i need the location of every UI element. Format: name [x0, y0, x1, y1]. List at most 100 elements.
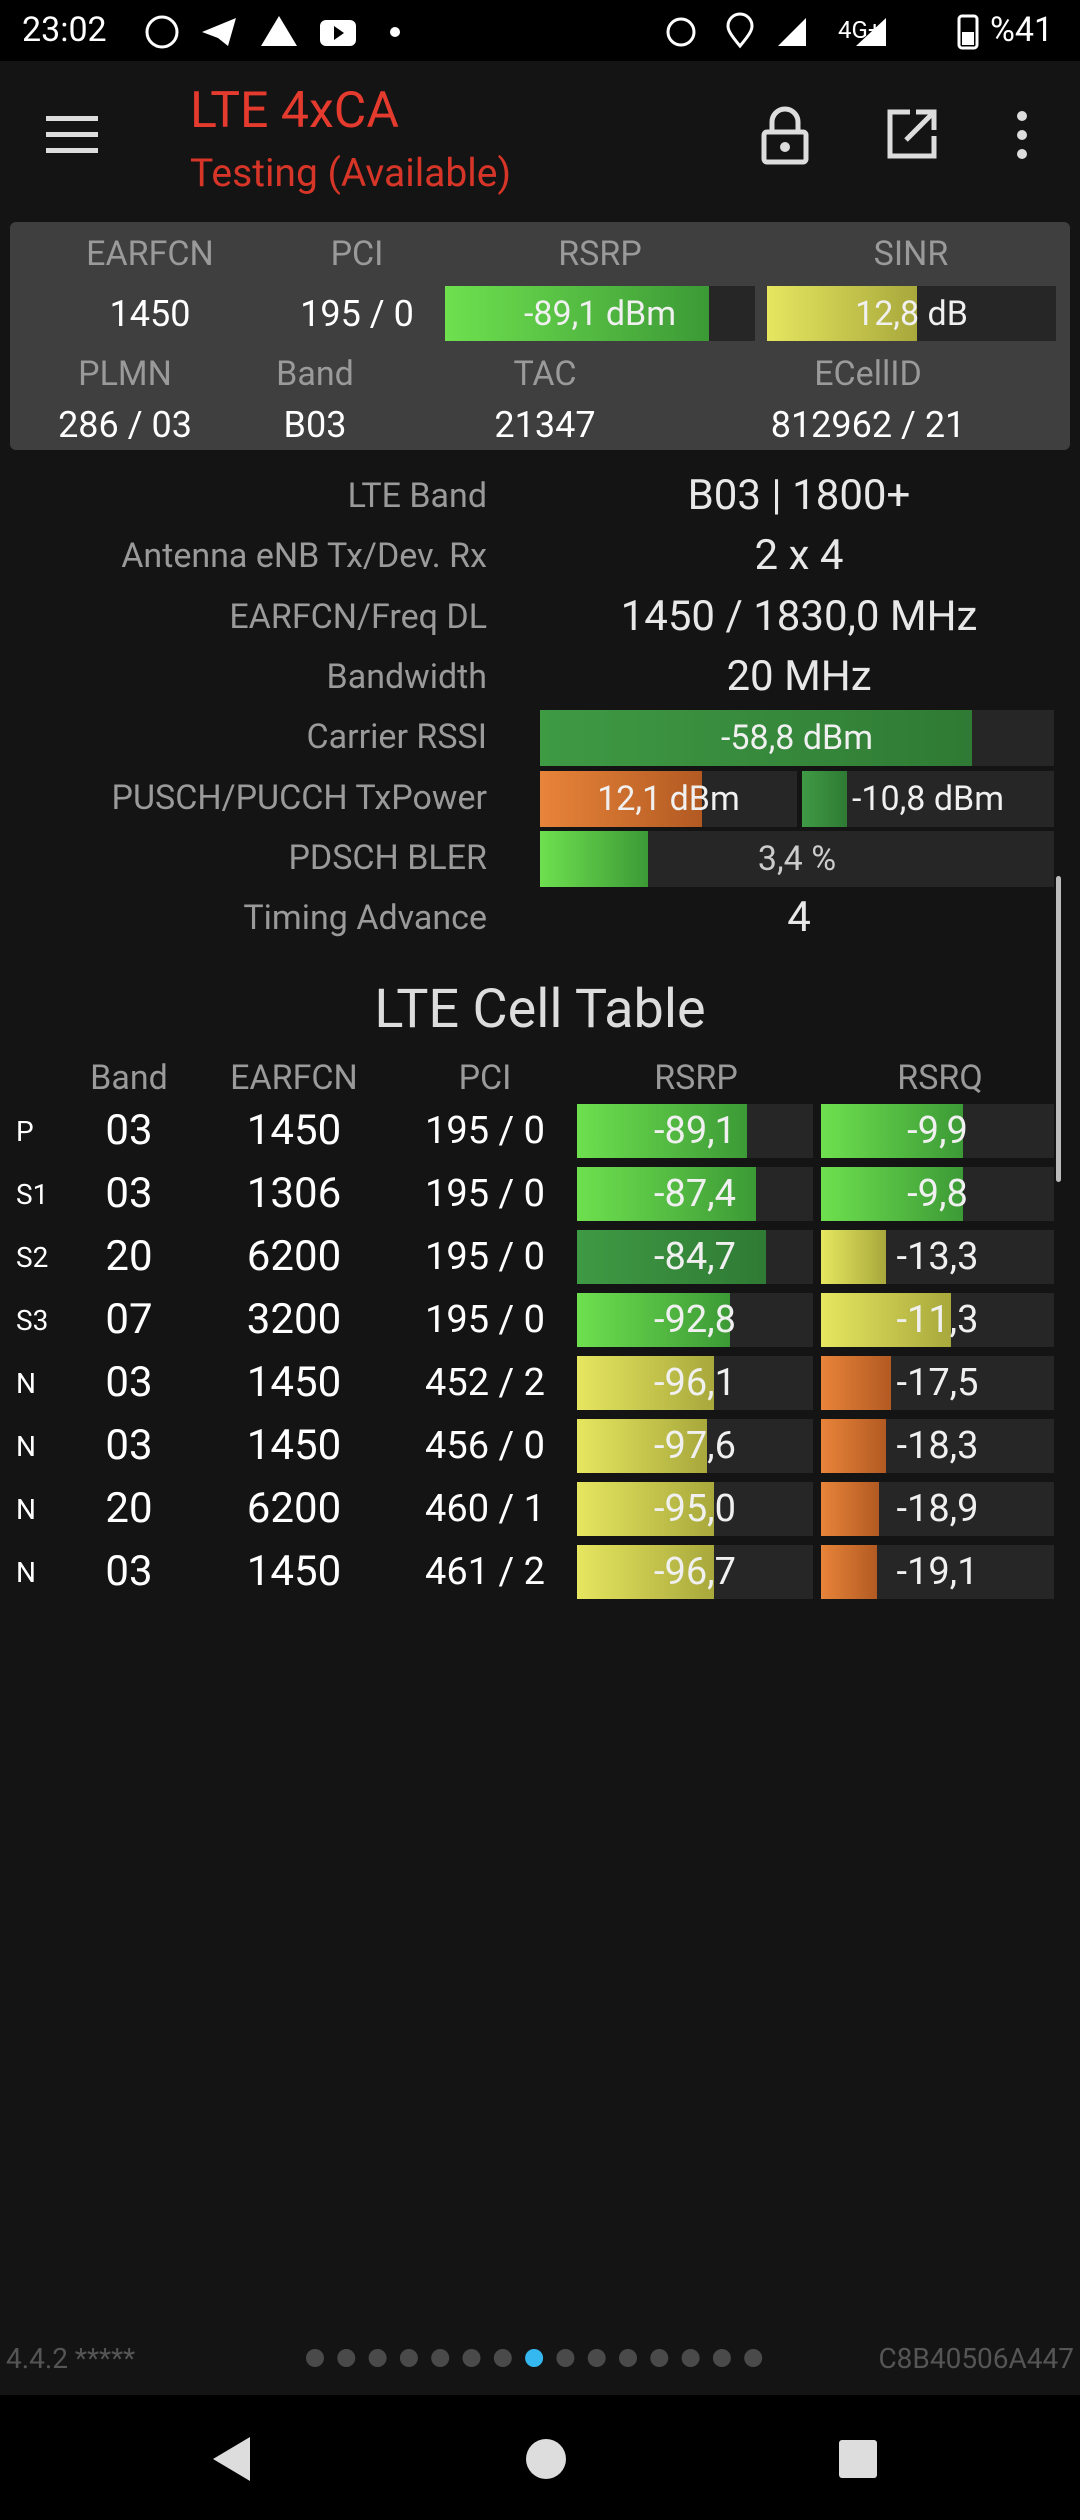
cell-earfcn: 6200	[246, 1232, 342, 1281]
bar-fill	[577, 1104, 747, 1158]
bar-fill	[821, 1545, 877, 1599]
lock-button[interactable]	[760, 104, 810, 166]
bar-fill	[577, 1167, 757, 1221]
cell-rsrp: -97,6	[653, 1424, 737, 1468]
bar-fill	[577, 1293, 731, 1347]
cell-earfcn: 1450	[246, 1547, 342, 1596]
detail-bar: -10,8 dBm	[802, 770, 1054, 827]
cell-table-title: LTE Cell Table	[374, 978, 706, 1041]
cell-earfcn: 6200	[246, 1484, 342, 1533]
navigation-buttons	[213, 2437, 877, 2481]
battery-level: %41	[990, 10, 1054, 50]
page-dot[interactable]	[587, 2349, 606, 2367]
bar-fill	[821, 1293, 952, 1347]
bar-fill	[540, 770, 702, 827]
cell-pci: 460 / 1	[425, 1487, 545, 1531]
cell-type: N	[16, 1493, 36, 1526]
recents-button[interactable]	[839, 2440, 877, 2478]
column-header: EARFCN	[230, 1058, 358, 1098]
page-dot[interactable]	[712, 2349, 731, 2367]
notification-icons	[145, 15, 400, 49]
page-dot[interactable]	[337, 2349, 356, 2367]
device-id: C8B40506A447	[878, 2342, 1074, 2375]
cell-type: N	[16, 1430, 36, 1463]
page-dot[interactable]	[462, 2349, 481, 2367]
cell-rsrp: -92,8	[653, 1298, 737, 1342]
detail-bar: 12,1 dBm	[540, 770, 797, 827]
cell-rsrp-bar: -92,8	[577, 1293, 813, 1347]
status-bar	[0, 0, 1080, 61]
clock: 23:02	[22, 10, 107, 50]
menu-button[interactable]	[46, 114, 100, 154]
detail-value: -10,8 dBm	[851, 778, 1005, 819]
cell-earfcn: 1450	[246, 1358, 342, 1407]
bar-fill	[802, 770, 848, 827]
summary-header: SINR	[873, 234, 949, 274]
detail-value: 20 MHz	[726, 651, 872, 701]
app-title: LTE 4xCA	[190, 82, 399, 140]
cell-rsrq: -17,5	[896, 1361, 979, 1405]
cell-rsrp: -84,7	[653, 1235, 737, 1279]
cell-pci: 452 / 2	[425, 1361, 545, 1405]
bar-fill	[577, 1230, 766, 1284]
bar-fill	[821, 1104, 964, 1158]
summary-value: 195 / 0	[300, 293, 414, 335]
cell-earfcn: 1450	[246, 1421, 342, 1470]
cell-band: 03	[105, 1421, 153, 1470]
page-dot[interactable]	[650, 2349, 669, 2367]
bar-fill	[540, 830, 648, 887]
sinr-bar: 12,8 dB	[767, 286, 1056, 341]
overflow-menu-button[interactable]	[1012, 110, 1032, 160]
cell-rsrp-bar: -87,4	[577, 1167, 813, 1221]
cell-rsrq-bar: -17,5	[821, 1356, 1054, 1410]
page-dot[interactable]	[619, 2349, 637, 2367]
page-dot[interactable]	[431, 2349, 450, 2367]
cell-rsrp-bar: -84,7	[577, 1230, 813, 1284]
page-dot[interactable]	[306, 2349, 324, 2367]
cell-rsrp-bar: -96,7	[577, 1545, 813, 1599]
page-dot[interactable]	[399, 2349, 418, 2367]
page-dot[interactable]	[368, 2349, 387, 2367]
cell-earfcn: 1450	[246, 1106, 342, 1155]
scrollbar	[1056, 876, 1061, 1182]
cell-rsrp: -96,1	[653, 1361, 737, 1405]
open-external-button[interactable]	[886, 108, 938, 160]
rsrp-value: -89,1 dBm	[523, 293, 677, 334]
home-button[interactable]	[526, 2439, 566, 2479]
cell-rsrq: -9,8	[907, 1172, 968, 1216]
page-dot[interactable]	[556, 2349, 575, 2367]
detail-value: 4	[787, 893, 811, 943]
cell-rsrp: -95,0	[653, 1487, 737, 1531]
detail-label: Carrier RSSI	[306, 717, 488, 758]
page-dot[interactable]	[681, 2349, 700, 2367]
cell-type: N	[16, 1367, 36, 1400]
bar-fill	[821, 1482, 880, 1536]
bar-fill	[821, 1230, 887, 1284]
summary-header: TAC	[513, 354, 577, 394]
summary-value: 812962 / 21	[770, 404, 966, 446]
version: 4.4.2 *****	[6, 2342, 136, 2375]
detail-bar: 3,4 %	[540, 830, 1054, 887]
cell-pci: 461 / 2	[425, 1550, 545, 1594]
cell-rsrq-bar: -19,1	[821, 1545, 1054, 1599]
page-indicator	[306, 2349, 763, 2367]
page-dot[interactable]	[525, 2349, 544, 2367]
detail-value: 2 x 4	[754, 531, 844, 581]
cell-rsrp: -96,7	[653, 1550, 737, 1594]
cell-rsrq-bar: -9,9	[821, 1104, 1054, 1158]
cell-rsrq-bar: -18,3	[821, 1419, 1054, 1473]
cell-rsrq: -19,1	[896, 1550, 979, 1594]
page-dot[interactable]	[493, 2349, 512, 2367]
cell-type: S1	[16, 1178, 49, 1211]
detail-label: PUSCH/PUCCH TxPower	[111, 777, 487, 818]
summary-header: RSRP	[558, 234, 642, 274]
cell-band: 20	[105, 1232, 153, 1281]
bar-fill	[577, 1356, 714, 1410]
cell-rsrp-bar: -96,1	[577, 1356, 813, 1410]
page-dot[interactable]	[744, 2349, 763, 2367]
summary-header: Band	[276, 354, 354, 394]
back-button[interactable]	[213, 2437, 250, 2481]
cell-type: P	[16, 1115, 34, 1148]
detail-value: -58,8 dBm	[720, 718, 874, 759]
